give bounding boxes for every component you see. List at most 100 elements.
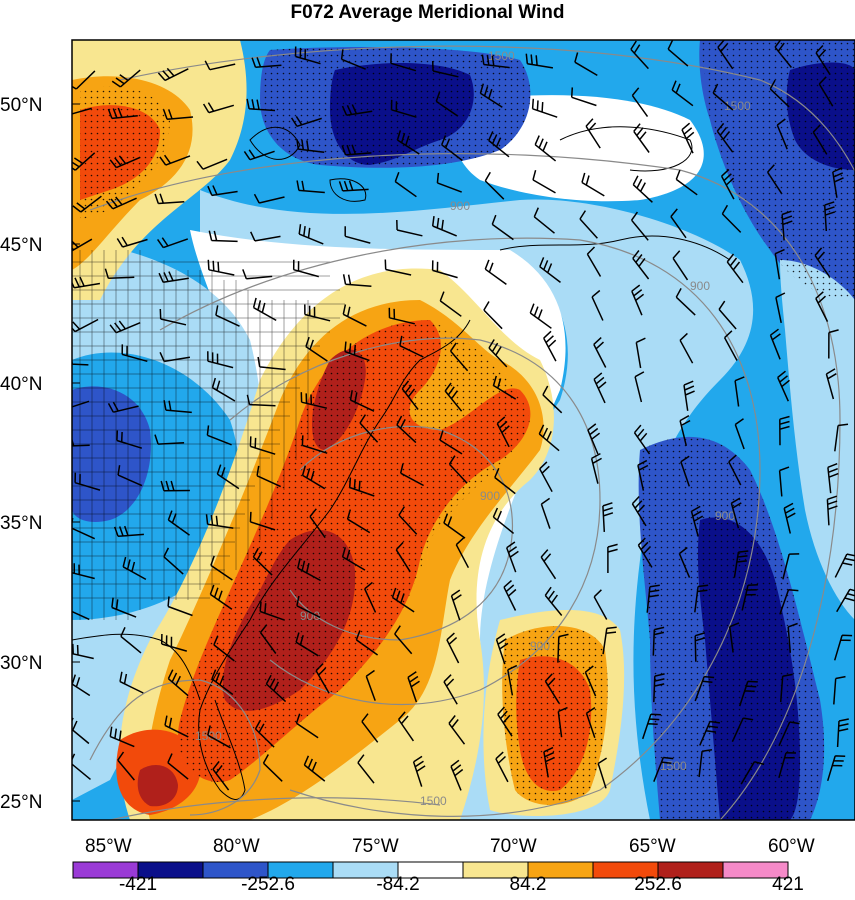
- contour-label: 900: [480, 489, 500, 503]
- wind-barb: [391, 587, 415, 613]
- wind-barb: [164, 715, 189, 738]
- wind-barb: [488, 131, 510, 158]
- wind-barb: [160, 633, 188, 652]
- wind-barb: [730, 497, 742, 529]
- wind-barb: [361, 713, 379, 743]
- wind-barb: [680, 455, 691, 487]
- wind-barb: [213, 635, 235, 662]
- wind-barb: [249, 511, 276, 531]
- wind-barb: [309, 508, 326, 539]
- wind-barb: [779, 589, 799, 615]
- wind-barb: [111, 69, 141, 88]
- wind-barb: [207, 259, 235, 276]
- wind-barb: [827, 463, 839, 494]
- wind-barb: [833, 675, 846, 705]
- wind-barb: [607, 543, 618, 573]
- wind-barb: [72, 674, 91, 697]
- contour-label: 1500: [660, 759, 687, 773]
- latitude-label: 35°N: [0, 513, 42, 534]
- wind-barb: [355, 630, 379, 656]
- wind-barb: [163, 400, 192, 414]
- wind-barb: [495, 751, 509, 783]
- wind-barb: [491, 214, 514, 241]
- wind-barb: [484, 259, 507, 286]
- wind-barb: [401, 380, 419, 410]
- wind-barb: [728, 622, 740, 653]
- height-contour: [109, 797, 441, 820]
- stipple-region: [80, 86, 170, 220]
- contour-label: 900: [690, 279, 710, 293]
- wind-barb: [531, 98, 558, 118]
- wind-barb: [630, 40, 649, 70]
- wind-barb: [116, 236, 148, 248]
- map-frame: [71, 39, 855, 821]
- wind-barb: [444, 382, 463, 412]
- wind-barb: [538, 424, 560, 452]
- wind-barb: [388, 307, 415, 325]
- wind-barb: [836, 718, 849, 748]
- wind-barb: [249, 436, 276, 455]
- wind-barb: [543, 330, 557, 362]
- wind-barb: [718, 300, 737, 330]
- wind-barb: [253, 193, 285, 204]
- wind-barb: [775, 292, 786, 324]
- wind-barb: [167, 669, 189, 697]
- wind-barb: [265, 674, 287, 703]
- wind-barb: [167, 510, 190, 536]
- stipple-region: [502, 626, 608, 805]
- wind-barb: [72, 610, 90, 621]
- wind-barb: [159, 351, 191, 363]
- gulf-coastline: [72, 633, 201, 701]
- wind-barb: [441, 135, 463, 162]
- longitude-label: 80°W: [213, 836, 260, 857]
- wind-barb: [296, 139, 325, 154]
- wind-barb: [341, 547, 366, 571]
- wind-barb: [210, 555, 233, 581]
- wind-barb: [390, 99, 417, 118]
- wind-barb: [787, 622, 798, 653]
- wind-barb: [591, 289, 604, 321]
- wind-barb: [446, 632, 460, 664]
- wind-barb: [303, 755, 326, 782]
- wind-barb: [543, 746, 556, 778]
- wind-barb: [162, 109, 194, 120]
- wind-barb: [216, 464, 240, 490]
- stipple-region: [260, 47, 531, 168]
- wind-barb: [585, 706, 596, 739]
- wind-barb: [586, 246, 602, 277]
- wind-barb: [117, 751, 135, 781]
- wind-barb: [443, 674, 458, 705]
- wind-barb: [778, 721, 800, 747]
- wind-barb: [431, 60, 459, 78]
- wind-barb: [492, 375, 517, 400]
- wind-barb: [212, 760, 230, 791]
- contour-label: 1500: [420, 794, 447, 808]
- wind-barb: [631, 495, 647, 527]
- height-contours: [89, 45, 855, 820]
- wind-barb: [699, 720, 721, 746]
- coastlines: [72, 126, 731, 800]
- wind-barb: [296, 595, 321, 619]
- wind-barb: [540, 549, 557, 580]
- wind-barb: [122, 556, 147, 581]
- wind-barb: [431, 260, 458, 279]
- latitude-label: 50°N: [0, 95, 42, 116]
- wind-barb: [290, 115, 322, 128]
- wind-barb: [496, 416, 510, 448]
- wind-barb: [579, 210, 598, 239]
- wind-barb: [159, 308, 187, 326]
- wind-barb: [814, 247, 831, 278]
- wind-barb: [483, 301, 503, 330]
- wind-barb: [396, 415, 417, 444]
- wind-barb: [634, 371, 645, 403]
- wind-barb: [484, 171, 505, 200]
- wind-barb: [539, 257, 561, 283]
- wind-barb: [507, 664, 518, 696]
- wind-barb: [672, 250, 689, 281]
- wind-barb: [72, 358, 89, 366]
- wind-barb: [294, 46, 321, 65]
- colorbar-label: -84.2: [376, 874, 419, 895]
- wind-barb: [72, 238, 93, 252]
- contour-label: 1500: [724, 99, 751, 113]
